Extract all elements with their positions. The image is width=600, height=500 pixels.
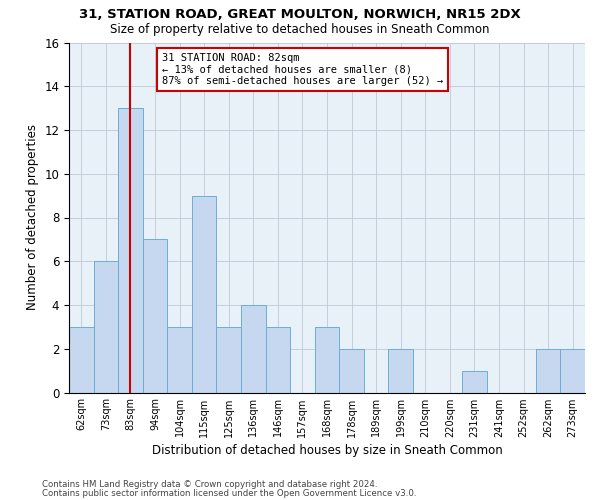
Bar — [315, 327, 339, 392]
Bar — [192, 196, 217, 392]
Y-axis label: Number of detached properties: Number of detached properties — [26, 124, 39, 310]
Text: 31, STATION ROAD, GREAT MOULTON, NORWICH, NR15 2DX: 31, STATION ROAD, GREAT MOULTON, NORWICH… — [79, 8, 521, 20]
Bar — [143, 240, 167, 392]
Text: Size of property relative to detached houses in Sneath Common: Size of property relative to detached ho… — [110, 22, 490, 36]
Text: 31 STATION ROAD: 82sqm
← 13% of detached houses are smaller (8)
87% of semi-deta: 31 STATION ROAD: 82sqm ← 13% of detached… — [162, 53, 443, 86]
Bar — [167, 327, 192, 392]
Text: Contains public sector information licensed under the Open Government Licence v3: Contains public sector information licen… — [42, 490, 416, 498]
Bar — [118, 108, 143, 393]
Bar — [339, 349, 364, 393]
X-axis label: Distribution of detached houses by size in Sneath Common: Distribution of detached houses by size … — [152, 444, 502, 457]
Bar — [217, 327, 241, 392]
Bar — [266, 327, 290, 392]
Bar — [241, 305, 266, 392]
Text: Contains HM Land Registry data © Crown copyright and database right 2024.: Contains HM Land Registry data © Crown c… — [42, 480, 377, 489]
Bar — [94, 261, 118, 392]
Bar — [388, 349, 413, 393]
Bar — [69, 327, 94, 392]
Bar — [536, 349, 560, 393]
Bar — [560, 349, 585, 393]
Bar — [462, 370, 487, 392]
